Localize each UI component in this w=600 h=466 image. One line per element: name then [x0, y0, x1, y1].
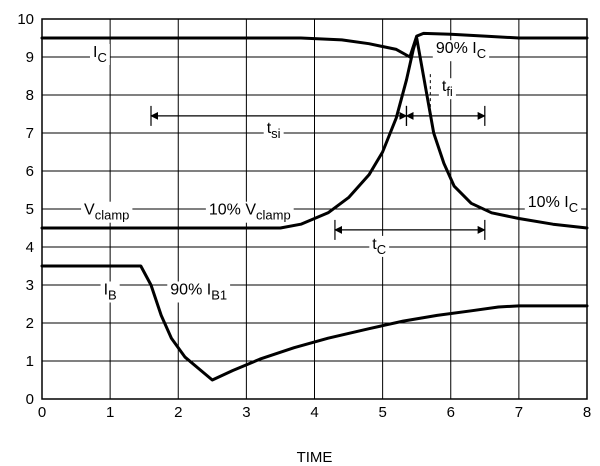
- label-90-ib1: 90% IB1: [170, 282, 227, 303]
- y-tick-label: 9: [26, 49, 34, 66]
- label-background: [89, 44, 110, 65]
- y-tick-label: 7: [26, 125, 34, 142]
- waveform-labels: IC 90% IC tfi tsi Vclamp 10% Vclamp 10% IC tC IB…: [81, 40, 582, 303]
- y-tick-label: 1: [26, 353, 34, 370]
- series-line-vclamp: [40, 36, 589, 230]
- tick-labels: 0 1 2 3 4 5 6 7 8 0 1 2 3 4 5 6 7 8 9 10: [17, 11, 591, 421]
- y-tick-label: 4: [26, 239, 34, 256]
- x-tick-label: 0: [38, 404, 46, 421]
- label-90-ic: 90% IC: [436, 40, 486, 61]
- x-tick-label: 2: [174, 404, 182, 421]
- y-tick-label: 0: [26, 391, 34, 408]
- plot-frame: [41, 18, 588, 400]
- series-lines: [40, 31, 589, 382]
- label-background: [100, 281, 120, 303]
- label-vclamp: Vclamp: [84, 202, 129, 223]
- x-tick-label: 1: [106, 404, 114, 421]
- label-tsi: tsi: [267, 120, 281, 141]
- y-tick-label: 8: [26, 87, 34, 104]
- x-tick-label: 4: [310, 404, 318, 421]
- label-10-ic: 10% IC: [528, 194, 578, 215]
- label-tc: tC: [372, 236, 386, 257]
- x-tick-label: 8: [583, 404, 591, 421]
- timing-intervals: [150, 74, 486, 240]
- label-background: [432, 40, 490, 62]
- label-background: [438, 78, 456, 100]
- y-tick-label: 6: [26, 163, 34, 180]
- series-line-ib: [40, 264, 589, 382]
- label-background: [263, 120, 284, 141]
- x-tick-label: 3: [242, 404, 250, 421]
- label-background: [369, 235, 390, 257]
- label-tfi: tfi: [442, 78, 453, 99]
- label-background: [205, 201, 294, 223]
- label-background: [81, 201, 133, 223]
- y-tick-label: 5: [26, 201, 34, 218]
- y-tick-label: 3: [26, 277, 34, 294]
- x-tick-label: 5: [378, 404, 386, 421]
- x-tick-label: 6: [447, 404, 455, 421]
- y-tick-label: 2: [26, 315, 34, 332]
- y-tick-label: 10: [17, 11, 34, 28]
- label-background: [167, 281, 231, 303]
- x-tick-label: 7: [515, 404, 523, 421]
- x-axis-title: TIME: [297, 449, 333, 466]
- label-ib: IB: [104, 282, 117, 303]
- label-10-vclamp: 10% Vclamp: [209, 202, 291, 223]
- label-background: [524, 194, 582, 216]
- label-ic: IC: [93, 44, 107, 65]
